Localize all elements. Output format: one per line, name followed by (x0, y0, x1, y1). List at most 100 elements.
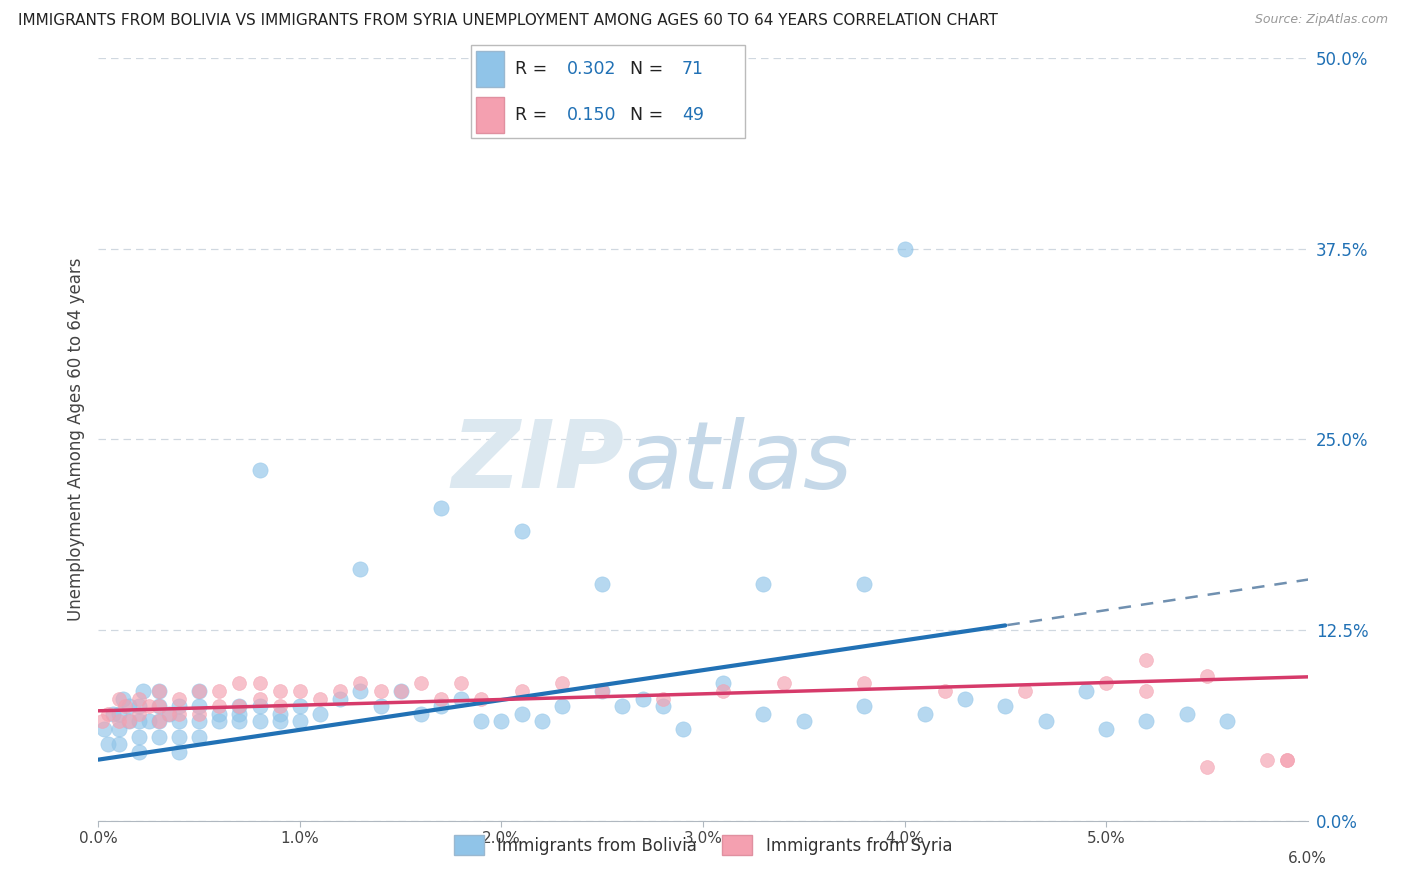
Point (510, 684, 533, 698)
Point (591, 684, 613, 698)
Text: R =: R = (515, 106, 553, 124)
Point (370, 684, 392, 698)
Point (1135, 653, 1157, 667)
Point (1175, 706, 1198, 721)
Point (128, 730, 150, 744)
Point (249, 463, 271, 477)
Point (148, 699, 170, 714)
Point (672, 722, 695, 736)
Point (208, 684, 231, 698)
Point (1135, 684, 1157, 698)
Point (148, 714, 170, 729)
Point (1195, 760, 1218, 774)
Point (188, 706, 211, 721)
Point (409, 706, 432, 721)
Point (591, 577, 613, 591)
Point (430, 691, 453, 706)
Point (249, 676, 271, 690)
Point (128, 699, 150, 714)
Point (107, 706, 129, 721)
Point (1074, 684, 1097, 698)
Point (349, 562, 371, 576)
Text: 0.302: 0.302 (567, 60, 616, 78)
Point (934, 684, 956, 698)
Point (249, 691, 271, 706)
Point (128, 706, 150, 721)
Point (288, 714, 311, 729)
Point (1277, 753, 1299, 767)
Point (1216, 714, 1239, 729)
Point (470, 714, 492, 729)
Point (309, 691, 332, 706)
Point (651, 691, 673, 706)
Point (91, 714, 114, 729)
Point (450, 676, 472, 690)
Point (188, 730, 211, 744)
Point (128, 691, 150, 706)
Point (118, 714, 141, 729)
Point (107, 714, 129, 729)
Point (138, 699, 160, 714)
Point (208, 714, 231, 729)
Point (389, 684, 412, 698)
Point (752, 706, 775, 721)
Point (409, 676, 432, 690)
Point (430, 500, 453, 515)
Point (772, 676, 794, 690)
Point (228, 699, 250, 714)
Point (551, 699, 574, 714)
Point (93, 722, 115, 736)
Bar (477, 97, 503, 133)
Point (107, 722, 129, 736)
Point (107, 691, 129, 706)
Point (188, 714, 211, 729)
Point (711, 676, 734, 690)
Text: N =: N = (630, 60, 669, 78)
Point (994, 699, 1017, 714)
Point (491, 714, 513, 729)
Point (148, 684, 170, 698)
Point (914, 706, 936, 721)
Text: Source: ZipAtlas.com: Source: ZipAtlas.com (1254, 13, 1388, 27)
Point (288, 684, 311, 698)
Point (1277, 753, 1299, 767)
Point (370, 699, 392, 714)
Point (612, 699, 634, 714)
Point (510, 706, 533, 721)
Point (1095, 676, 1118, 690)
Point (853, 676, 876, 690)
Point (138, 714, 160, 729)
Point (157, 706, 180, 721)
FancyBboxPatch shape (471, 45, 745, 138)
Point (752, 577, 775, 591)
Text: R =: R = (515, 60, 553, 78)
Point (651, 699, 673, 714)
Point (430, 699, 453, 714)
Point (349, 676, 371, 690)
Point (249, 699, 271, 714)
Point (793, 714, 815, 729)
Point (1195, 669, 1218, 683)
Point (389, 684, 412, 698)
Point (591, 684, 613, 698)
Point (349, 684, 371, 698)
Point (167, 706, 190, 721)
Point (188, 684, 211, 698)
Point (269, 706, 291, 721)
Bar (477, 51, 503, 87)
Point (853, 699, 876, 714)
Point (228, 676, 250, 690)
Point (157, 706, 180, 721)
Point (167, 691, 190, 706)
Point (631, 691, 654, 706)
Point (510, 524, 533, 538)
Text: 6.0%: 6.0% (1288, 851, 1327, 866)
Point (167, 699, 190, 714)
Point (249, 714, 271, 729)
Point (188, 684, 211, 698)
Point (228, 714, 250, 729)
Point (953, 691, 976, 706)
Point (228, 706, 250, 721)
Point (450, 691, 472, 706)
Point (148, 699, 170, 714)
